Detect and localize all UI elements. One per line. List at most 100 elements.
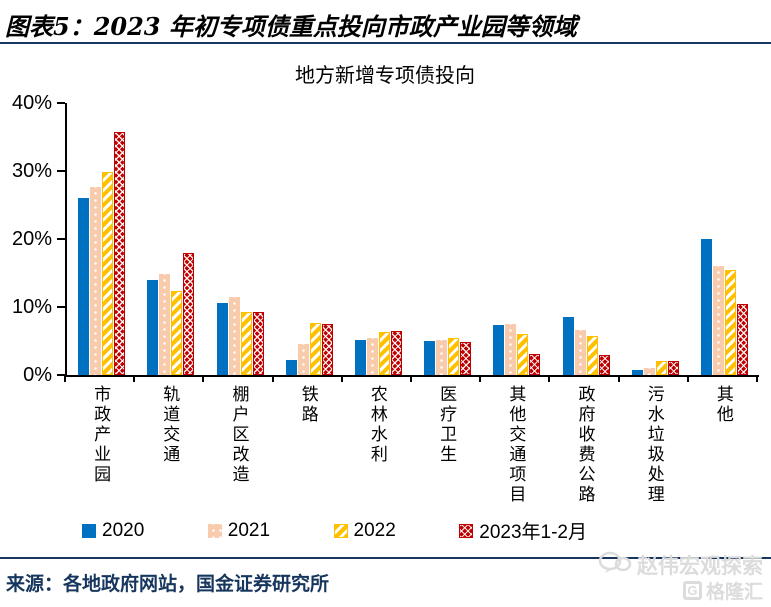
x-axis-labels: 市政产业园 轨道交通 棚户区改造 铁路 农林水利 医疗卫生 其他交通项目 政府收费公路 污水垃圾… xyxy=(65,385,757,505)
x-tick-mark xyxy=(686,375,689,382)
bar-2020 xyxy=(78,198,90,375)
bar-groups xyxy=(67,103,759,375)
bar-group-10 xyxy=(690,103,759,375)
plot-area xyxy=(65,103,759,377)
bar-2021 xyxy=(436,339,448,375)
bar-2021 xyxy=(90,187,102,375)
bar-2020 xyxy=(562,317,574,375)
bar-2022 xyxy=(724,269,736,375)
bar-2023年1-2月 xyxy=(252,311,264,375)
legend-swatch xyxy=(82,523,96,538)
bar-2020 xyxy=(354,340,366,375)
y-tick-label: 30% xyxy=(11,160,52,182)
x-tick-mark xyxy=(202,375,205,382)
x-tick-mark xyxy=(617,375,620,382)
bar-group-3 xyxy=(205,103,274,375)
x-category-label-text: 政府收费公路 xyxy=(574,385,595,505)
gelonghui-logo-icon: G xyxy=(682,581,702,600)
y-tick-mark xyxy=(57,306,65,308)
bar-2021 xyxy=(643,367,655,375)
x-tick-mark xyxy=(64,375,66,382)
y-tick-label: 0% xyxy=(23,364,52,386)
watermark-logo-text: 格隆汇 xyxy=(705,581,763,603)
x-category-label: 轨道交通 xyxy=(134,385,203,505)
bar-2020 xyxy=(631,369,643,375)
bottom-divider xyxy=(0,557,771,559)
x-category-label: 其他交通项目 xyxy=(480,385,549,505)
bar-2023年1-2月 xyxy=(529,353,541,375)
x-tick-mark xyxy=(479,375,482,382)
y-tick-label: 10% xyxy=(11,296,52,318)
legend-swatch xyxy=(333,523,348,538)
watermark-brand-text: 赵伟宏观探索 xyxy=(637,553,763,578)
bar-chart: 地方新增专项债投向 40% 30% 20% 10% 0% 市政产业园 轨道交通 棚户区改造 铁… xyxy=(0,45,771,557)
x-tick-mark xyxy=(756,375,758,382)
legend-swatch xyxy=(207,523,222,538)
legend-item-2020: 2020 xyxy=(82,520,144,542)
chart-title: 地方新增专项债投向 xyxy=(295,63,475,87)
bar-2020 xyxy=(700,239,712,375)
bar-group-8 xyxy=(551,103,620,375)
y-tick-mark xyxy=(57,102,65,104)
legend-item-2021: 2021 xyxy=(207,519,271,542)
bar-group-7 xyxy=(482,103,551,375)
bar-2022 xyxy=(171,291,183,375)
x-tick-mark xyxy=(271,375,274,382)
x-category-label-text: 医疗卫生 xyxy=(436,385,457,465)
bar-2022 xyxy=(309,322,321,375)
x-category-label: 棚户区改造 xyxy=(203,385,272,505)
x-category-label: 医疗卫生 xyxy=(411,385,480,505)
bar-2022 xyxy=(517,334,529,375)
x-category-label-text: 污水垃圾处理 xyxy=(643,385,664,505)
x-category-label-text: 轨道交通 xyxy=(159,385,180,465)
bar-group-2 xyxy=(136,103,205,375)
bar-2023年1-2月 xyxy=(598,355,610,375)
bar-2022 xyxy=(448,338,460,375)
bar-group-1 xyxy=(67,103,136,375)
x-category-label-text: 其他 xyxy=(712,385,733,425)
bar-2022 xyxy=(240,311,252,375)
bar-group-5 xyxy=(344,103,413,375)
y-tick-label: 20% xyxy=(11,228,52,250)
bar-2021 xyxy=(159,273,171,375)
bar-group-9 xyxy=(621,103,690,375)
bar-2020 xyxy=(424,341,436,375)
x-category-label-text: 农林水利 xyxy=(366,385,387,465)
bar-2023年1-2月 xyxy=(321,324,333,375)
bar-2022 xyxy=(102,171,114,375)
bar-2022 xyxy=(378,331,390,375)
x-category-label: 铁路 xyxy=(273,385,342,505)
bar-2020 xyxy=(216,302,228,375)
legend-label: 2020 xyxy=(102,519,145,541)
bar-2021 xyxy=(712,265,724,375)
figure-title: 图表5：2023 年初专项债重点投向市政产业园等领域 xyxy=(5,12,577,41)
legend-label: 2021 xyxy=(227,519,271,541)
x-tick-mark xyxy=(548,375,551,382)
x-category-label-text: 棚户区改造 xyxy=(228,385,249,485)
y-tick-mark xyxy=(57,170,65,172)
bar-2020 xyxy=(147,279,159,375)
y-tick-label: 40% xyxy=(11,92,52,114)
top-divider xyxy=(0,42,771,44)
bar-2023年1-2月 xyxy=(736,304,748,375)
x-tick-mark xyxy=(410,375,412,382)
y-tick-mark xyxy=(57,238,65,240)
x-category-label-text: 市政产业园 xyxy=(90,385,111,485)
bar-2023年1-2月 xyxy=(667,360,679,375)
legend-item-2023年1-2月: 2023年1-2月 xyxy=(459,517,587,544)
legend-item-2022: 2022 xyxy=(333,520,396,542)
watermark-brand: 赵伟宏观探索 xyxy=(598,550,763,580)
bar-group-4 xyxy=(275,103,344,375)
bar-2023年1-2月 xyxy=(460,342,472,375)
bar-2023年1-2月 xyxy=(183,252,195,375)
bar-2023年1-2月 xyxy=(390,330,402,375)
y-tick-mark xyxy=(57,374,65,376)
bar-2021 xyxy=(228,296,240,375)
legend-swatch xyxy=(459,523,474,538)
legend-label: 2023年1-2月 xyxy=(479,522,587,543)
watermark-logo: G 格隆汇 xyxy=(682,577,763,604)
bar-2021 xyxy=(366,338,378,375)
chart-legend: 2020 2021 2022 2023年1-2月 xyxy=(82,517,587,544)
x-category-label: 政府收费公路 xyxy=(549,385,618,505)
